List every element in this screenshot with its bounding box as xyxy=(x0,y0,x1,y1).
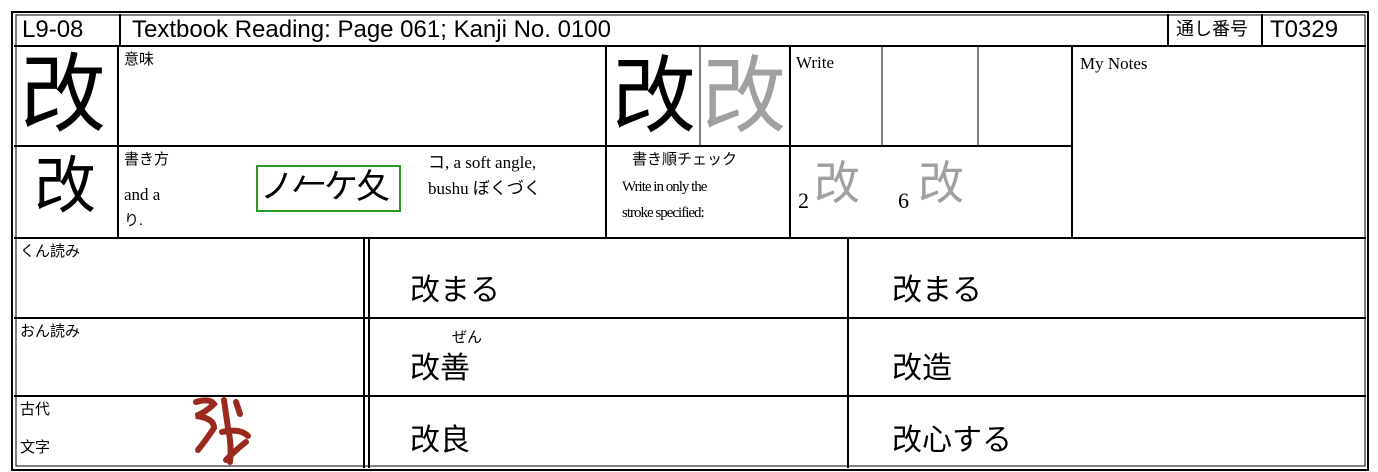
how-to-write-text: and a xyxy=(124,185,161,204)
kun-word: 改まる xyxy=(892,273,982,308)
how-to-write-text: bushu ぼくづく xyxy=(428,179,541,198)
serial-label: 通し番号 xyxy=(1176,19,1248,40)
stroke-kanji: 改 xyxy=(814,156,860,210)
how-to-write-text: り. xyxy=(124,213,143,229)
ancient-label: 文字 xyxy=(20,438,51,456)
ancient-glyph xyxy=(193,397,251,465)
word: 改心する xyxy=(892,423,1012,458)
notes-label: My Notes xyxy=(1080,54,1148,73)
stroke-check-text: Write in only the xyxy=(622,179,707,195)
on-word: 改善 xyxy=(410,351,470,386)
stroke-number: 2 xyxy=(798,188,809,213)
ancient-label: 古代 xyxy=(20,400,51,418)
on-label: おん読み xyxy=(20,322,81,340)
stroke-kanji: 改 xyxy=(918,156,964,210)
furigana: ぜん xyxy=(452,328,483,346)
word: 改良 xyxy=(410,423,470,458)
serial: T0329 xyxy=(1270,16,1339,43)
stroke-parts: ノ𠂉ケ夂 xyxy=(260,167,390,207)
how-to-write-label: 書き方 xyxy=(124,150,170,168)
how-to-write-text: コ, a soft angle, xyxy=(428,153,537,172)
write-label: Write xyxy=(796,53,835,72)
stroke-check-label: 書き順チェック xyxy=(632,150,738,168)
kun-label: くん読み xyxy=(20,242,81,260)
kun-word: 改まる xyxy=(410,273,500,308)
on-word: 改造 xyxy=(892,351,952,386)
title: Textbook Reading: Page 061; Kanji No. 01… xyxy=(132,16,612,43)
stroke-number: 6 xyxy=(898,188,909,213)
textbook-kanji: 改 xyxy=(34,153,97,221)
code: L9-08 xyxy=(22,16,84,43)
stroke-check-text: stroke specified: xyxy=(622,205,705,221)
main-kanji: 改 xyxy=(20,45,106,145)
trace-kanji: 改 xyxy=(702,47,787,145)
meaning-label: 意味 xyxy=(124,50,155,68)
model-kanji: 改 xyxy=(612,47,697,145)
